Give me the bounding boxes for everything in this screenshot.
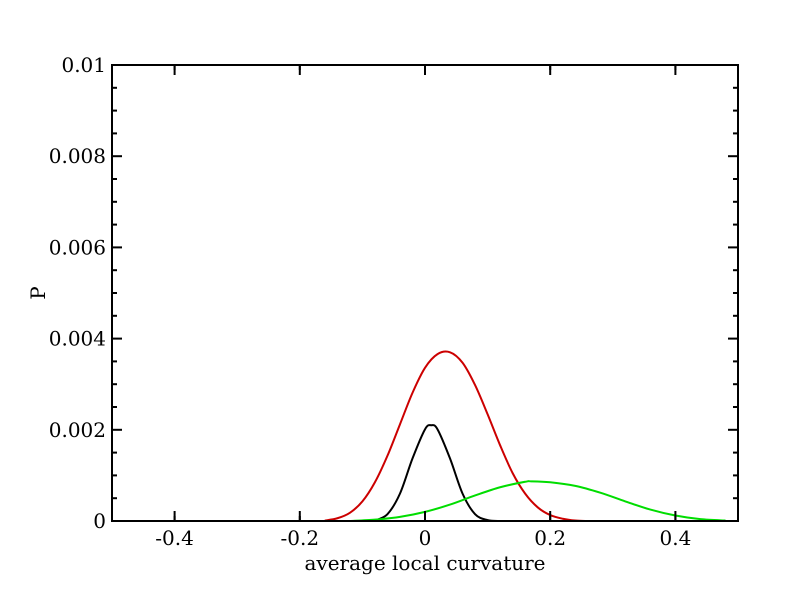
y-tick-label: 0.002	[49, 418, 106, 442]
series-layer	[324, 350, 726, 522]
series-line-2	[349, 480, 726, 522]
x-tick-label: 0.2	[534, 526, 566, 550]
x-tick-label: 0.4	[659, 526, 691, 550]
x-tick-label: -0.4	[155, 526, 194, 550]
x-tick-label: -0.2	[281, 526, 320, 550]
y-tick-label: 0	[93, 509, 106, 533]
y-tick-label: 0.004	[49, 327, 106, 351]
y-tick-label: 0.006	[49, 235, 106, 259]
x-axis-title: average local curvature	[304, 551, 545, 575]
x-tick-label: 0	[419, 526, 432, 550]
tick-layer	[112, 64, 738, 522]
series-line-1	[324, 350, 588, 522]
tick-label-layer: -0.4 -0.2 0 0.2 0.4 0 0.002 0.004 0.006 0.008 0.01	[49, 53, 692, 550]
series-line-0	[374, 424, 501, 522]
y-axis-title: P	[26, 286, 50, 299]
y-tick-label: 0.01	[61, 53, 106, 77]
y-tick-label: 0.008	[49, 144, 106, 168]
